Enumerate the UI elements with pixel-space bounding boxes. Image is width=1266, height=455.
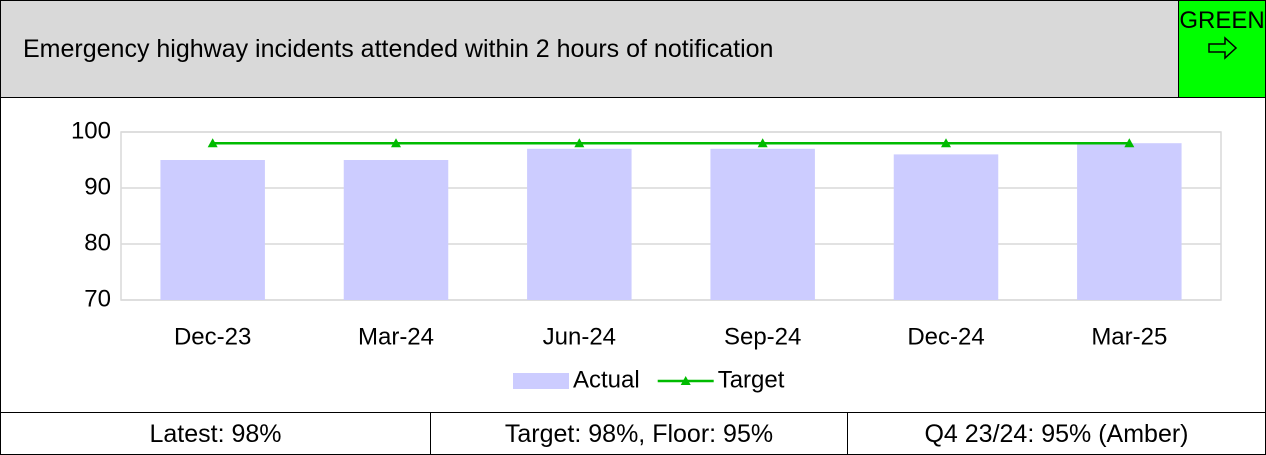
legend-label: Actual: [573, 366, 640, 393]
target-marker: [207, 138, 218, 148]
legend-label: Target: [718, 366, 785, 393]
bar: [1077, 143, 1182, 300]
chart: 70 80 90 100 Dec-23 Mar-24 Jun-24 Sep-24 Dec-24 M…: [71, 117, 1222, 393]
bar: [710, 148, 815, 300]
footer-cell: Q4 23/24: 95% (Amber): [924, 420, 1189, 448]
plot-border: [120, 131, 1222, 301]
status-text: GREEN: [1179, 7, 1265, 34]
legend-marker: [680, 376, 691, 385]
target-marker: [941, 138, 951, 148]
y-tick-label: 90: [84, 173, 111, 200]
target-marker: [574, 138, 585, 148]
x-tick-label: Dec-24: [907, 323, 984, 350]
footer-cell: Target: 98%, Floor: 95%: [431, 413, 848, 455]
x-tick-label: Mar-25: [1091, 323, 1167, 350]
bar: [160, 160, 265, 300]
y-tick-label: 100: [71, 117, 111, 144]
bar: [527, 148, 632, 300]
bar: [893, 154, 999, 300]
x-tick-label: Jun-24: [543, 323, 616, 350]
target-marker: [1124, 138, 1135, 148]
footer: Latest: 98% Target: 98%, Floor: 95% Q4 2…: [1, 412, 1265, 455]
y-tick-label: 70: [84, 285, 111, 312]
x-tick-label: Dec-23: [174, 323, 251, 350]
legend-swatch: [513, 373, 569, 389]
target-marker: [391, 138, 401, 148]
x-tick-label: Mar-24: [358, 323, 434, 350]
status-badge: GREEN: [1178, 1, 1265, 97]
footer-cell: Latest: 98%: [1, 413, 431, 455]
bar: [343, 160, 449, 300]
y-tick-label: 80: [84, 229, 111, 256]
tile-title: Emergency highway incidents attended wit…: [23, 35, 774, 63]
target-marker: [757, 138, 768, 148]
arrow-shape: [1208, 36, 1238, 60]
trend-arrow: [1208, 36, 1238, 60]
header: Emergency highway incidents attended wit…: [1, 1, 1265, 98]
x-tick-label: Sep-24: [724, 323, 801, 350]
